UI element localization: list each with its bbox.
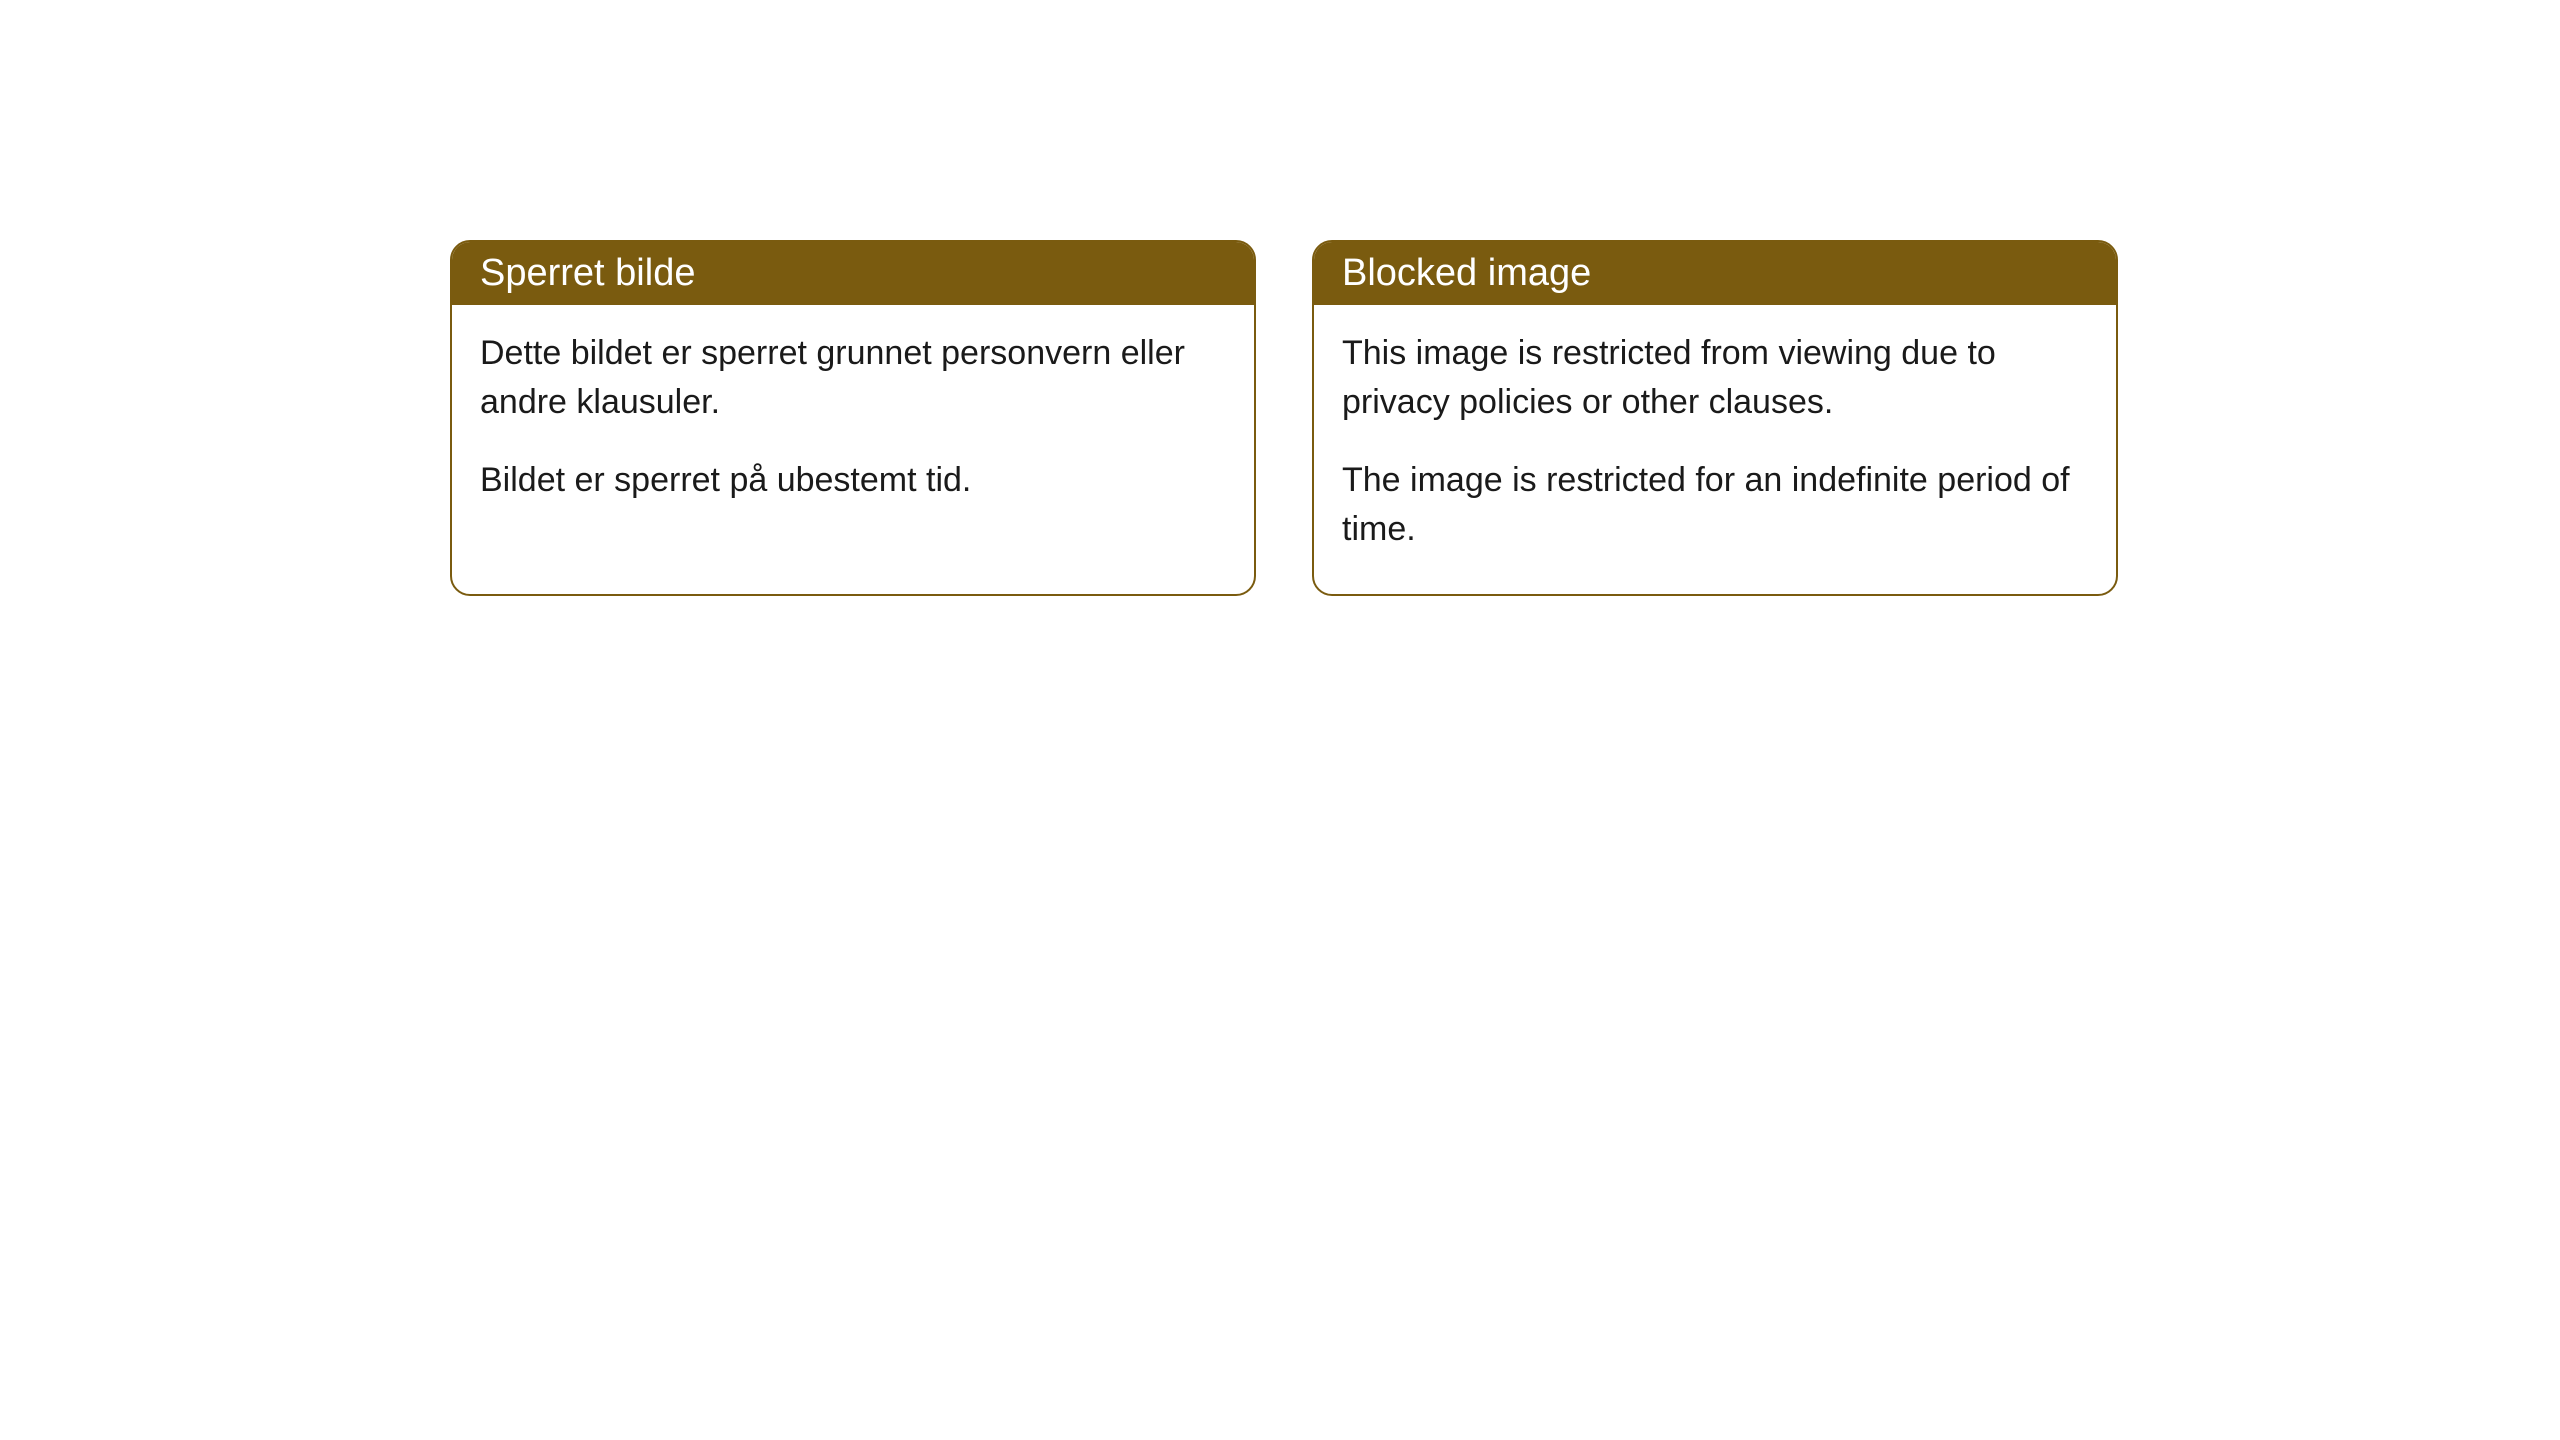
notice-card-norwegian: Sperret bilde Dette bildet er sperret gr… (450, 240, 1256, 596)
card-header: Sperret bilde (452, 242, 1254, 305)
card-title: Sperret bilde (480, 252, 695, 294)
card-paragraph-2: The image is restricted for an indefinit… (1342, 456, 2088, 555)
notice-card-english: Blocked image This image is restricted f… (1312, 240, 2118, 596)
card-paragraph-1: Dette bildet er sperret grunnet personve… (480, 329, 1226, 428)
card-paragraph-1: This image is restricted from viewing du… (1342, 329, 2088, 428)
card-header: Blocked image (1314, 242, 2116, 305)
notice-cards-container: Sperret bilde Dette bildet er sperret gr… (450, 240, 2118, 596)
card-body: Dette bildet er sperret grunnet personve… (452, 305, 1254, 545)
card-paragraph-2: Bildet er sperret på ubestemt tid. (480, 456, 1226, 505)
card-title: Blocked image (1342, 252, 1591, 294)
card-body: This image is restricted from viewing du… (1314, 305, 2116, 594)
